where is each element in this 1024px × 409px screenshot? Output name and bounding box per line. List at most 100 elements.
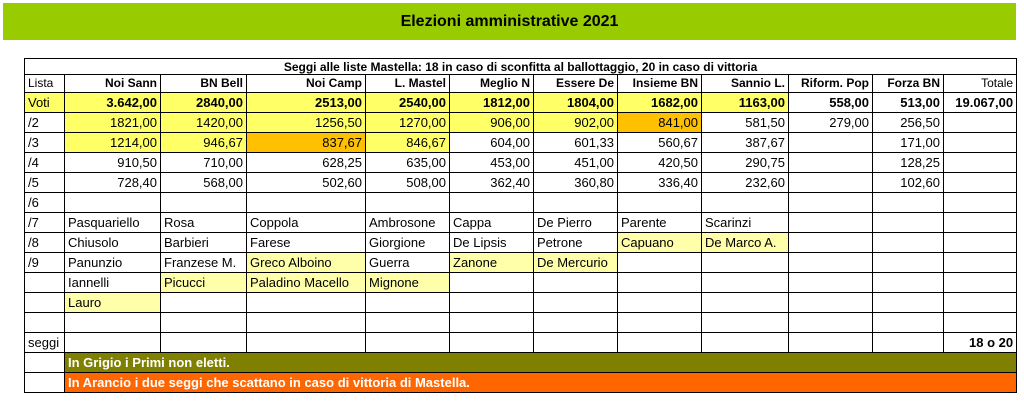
cell: 451,00: [533, 152, 618, 173]
cell: Farese: [246, 232, 366, 253]
cell: 841,00: [617, 112, 702, 133]
col-lista: Lista: [24, 74, 65, 93]
cell: 362,40: [449, 172, 534, 193]
cell: Giorgione: [365, 232, 450, 253]
table-row: /6: [24, 192, 1018, 213]
cell: 902,00: [533, 112, 618, 133]
cell: 1214,00: [64, 132, 161, 153]
table-row: Lauro: [24, 292, 1018, 313]
row-label: /7: [24, 212, 65, 233]
col-noi-sann: Noi Sann: [64, 74, 161, 93]
cell: 601,33: [533, 132, 618, 153]
cell: 2540,00: [365, 92, 450, 113]
cell: 336,40: [617, 172, 702, 193]
cell: 290,75: [701, 152, 789, 173]
col-sannio-l: Sannio L.: [701, 74, 789, 93]
cell: 1682,00: [617, 92, 702, 113]
column-header-row: Lista Noi Sann BN Bell Noi Camp L. Maste…: [24, 74, 1018, 93]
row-label: /3: [24, 132, 65, 153]
legend-row: In Arancio i due seggi che scattano in c…: [24, 372, 1018, 393]
cell: 560,67: [617, 132, 702, 153]
cell: De Pierro: [533, 212, 618, 233]
cell: 604,00: [449, 132, 534, 153]
cell: 846,67: [365, 132, 450, 153]
cell: 1420,00: [160, 112, 247, 133]
cell: 1270,00: [365, 112, 450, 133]
cell: 387,67: [701, 132, 789, 153]
row-label: /4: [24, 152, 65, 173]
cell: 1163,00: [701, 92, 789, 113]
legend-orange: In Arancio i due seggi che scattano in c…: [63, 372, 1018, 393]
col-insieme-bn: Insieme BN: [617, 74, 702, 93]
page-title: Elezioni amministrative 2021: [3, 3, 1016, 40]
table-row: /5 728,40 568,00 502,60 508,00 362,40 36…: [24, 172, 1018, 193]
cell: De Marco A.: [701, 232, 789, 253]
row-label: seggi: [24, 332, 65, 353]
cell: 3.642,00: [64, 92, 161, 113]
cell: 360,80: [533, 172, 618, 193]
col-bn-bell: BN Bell: [160, 74, 247, 93]
cell: Cappa: [449, 212, 534, 233]
cell: [942, 112, 1018, 133]
cell: De Lipsis: [449, 232, 534, 253]
cell: Iannelli: [64, 272, 161, 293]
col-riform-pop: Riform. Pop: [788, 74, 873, 93]
table-row: [24, 312, 1018, 333]
table-row: Iannelli Picucci Paladino Macello Mignon…: [24, 272, 1018, 293]
cell: 502,60: [246, 172, 366, 193]
col-noi-camp: Noi Camp: [246, 74, 366, 93]
cell: 635,00: [365, 152, 450, 173]
cell: [942, 152, 1018, 173]
cell: 946,67: [160, 132, 247, 153]
cell: Pasquariello: [64, 212, 161, 233]
cell: 19.067,00: [942, 92, 1018, 113]
cell: Petrone: [533, 232, 618, 253]
cell: 232,60: [701, 172, 789, 193]
cell: 420,50: [617, 152, 702, 173]
cell: Picucci: [160, 272, 247, 293]
cell: Greco Alboino: [246, 252, 366, 273]
cell: Rosa: [160, 212, 247, 233]
cell: Coppola: [246, 212, 366, 233]
cell: 1804,00: [533, 92, 618, 113]
cell: [942, 132, 1018, 153]
cell: Franzese M.: [160, 252, 247, 273]
table-row: /8 Chiusolo Barbieri Farese Giorgione De…: [24, 232, 1018, 253]
cell: 128,25: [872, 152, 944, 173]
cell: Ambrosone: [365, 212, 450, 233]
table-row: /7 Pasquariello Rosa Coppola Ambrosone C…: [24, 212, 1018, 233]
table-row: /4 910,50 710,00 628,25 635,00 453,00 45…: [24, 152, 1018, 173]
cell: 2513,00: [246, 92, 366, 113]
table-row: Voti 3.642,00 2840,00 2513,00 2540,00 18…: [24, 92, 1018, 113]
cell: 256,50: [872, 112, 944, 133]
cell: [788, 172, 873, 193]
cell: 628,25: [246, 152, 366, 173]
cell: 102,60: [872, 172, 944, 193]
cell: 710,00: [160, 152, 247, 173]
cell: De Mercurio: [533, 252, 618, 273]
cell: 2840,00: [160, 92, 247, 113]
cell: Zanone: [449, 252, 534, 273]
seat-table: Seggi alle liste Mastella: 18 in caso di…: [23, 58, 1018, 393]
col-essere-de: Essere De: [533, 74, 618, 93]
cell: 171,00: [872, 132, 944, 153]
table-header: Seggi alle liste Mastella: 18 in caso di…: [23, 58, 1018, 75]
cell: Barbieri: [160, 232, 247, 253]
cell: [788, 132, 873, 153]
cell: 279,00: [788, 112, 873, 133]
row-label: /2: [24, 112, 65, 133]
row-label: /9: [24, 252, 65, 273]
cell: Chiusolo: [64, 232, 161, 253]
cell: 568,00: [160, 172, 247, 193]
table-header-row: Seggi alle liste Mastella: 18 in caso di…: [23, 58, 1018, 75]
table-row: /2 1821,00 1420,00 1256,50 1270,00 906,0…: [24, 112, 1018, 133]
cell: 453,00: [449, 152, 534, 173]
cell: 1812,00: [449, 92, 534, 113]
cell: 910,50: [64, 152, 161, 173]
cell: Scarinzi: [701, 212, 789, 233]
col-l-mastel: L. Mastel: [365, 74, 450, 93]
row-label: /8: [24, 232, 65, 253]
col-meglio-n: Meglio N: [449, 74, 534, 93]
cell: Parente: [617, 212, 702, 233]
cell: Panunzio: [64, 252, 161, 273]
